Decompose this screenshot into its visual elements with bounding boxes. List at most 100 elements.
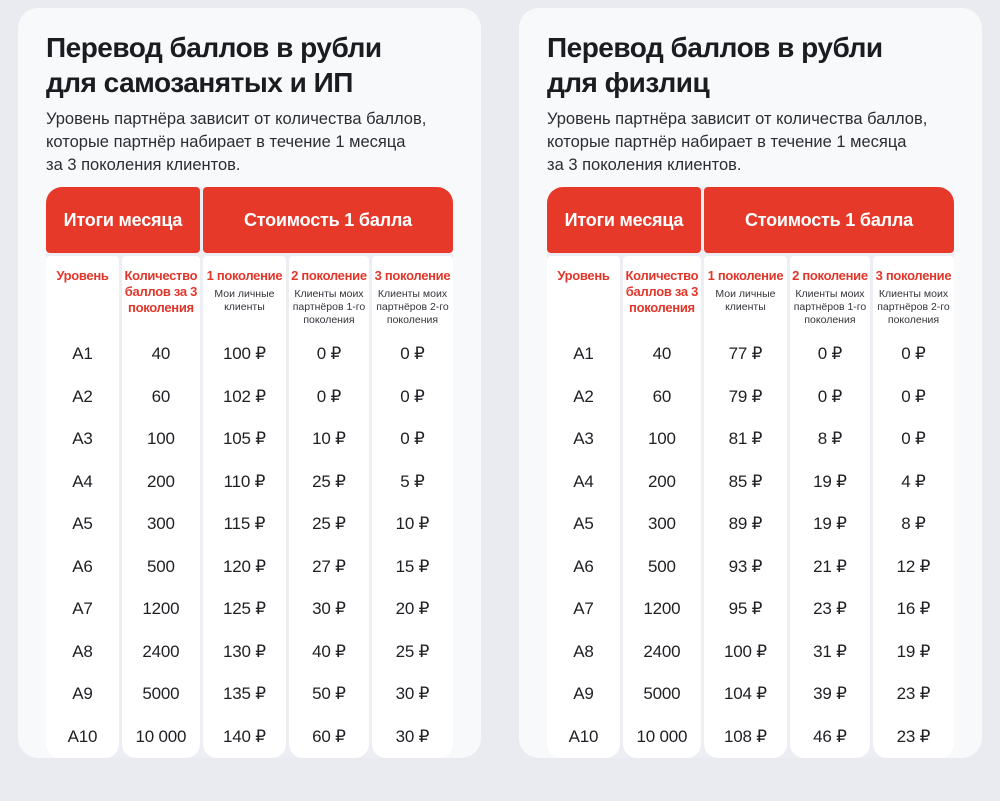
column-header-sublabel: Клиенты моих партнёров 2-го поколения xyxy=(877,288,950,326)
table-cell: 25 ₽ xyxy=(312,514,346,534)
table-cell: 23 ₽ xyxy=(896,684,931,704)
column-header-sublabel: Клиенты моих партнёров 1-го поколения xyxy=(793,288,867,326)
column-header-label: 2 поколение xyxy=(792,268,868,283)
table-cell: 79 ₽ xyxy=(728,386,763,406)
table-cell: 300 xyxy=(648,514,676,534)
table-cell: 200 xyxy=(147,471,175,491)
table-cell: 20 ₽ xyxy=(395,599,430,619)
table-cell: 500 xyxy=(147,556,175,576)
table-cell: 39 ₽ xyxy=(813,684,847,704)
column-header-sublabel: Мои личные клиенты xyxy=(715,288,776,313)
table-column: Уровень A1 A2 A3 A4 A5 A6 A7 A8 A9 A10 xyxy=(46,256,119,758)
table-column: 3 поколение Клиенты моих партнёров 2-го п… xyxy=(872,256,954,758)
table-cell: 85 ₽ xyxy=(728,471,763,491)
table-cell: 81 ₽ xyxy=(728,429,763,449)
table-column: 2 поколение Клиенты моих партнёров 1-го п… xyxy=(288,256,369,758)
table-cell: 46 ₽ xyxy=(813,726,847,746)
card-description: Уровень партнёра зависит от количества б… xyxy=(547,108,954,177)
column-header-sublabel: Мои личные клиенты xyxy=(214,288,275,313)
table-column: Количество баллов за 3 поколения 40 60 100 2… xyxy=(121,256,200,758)
column-header-label: 3 поколение xyxy=(875,268,952,283)
table-column: 2 поколение Клиенты моих партнёров 1-го п… xyxy=(789,256,870,758)
table-cell: 15 ₽ xyxy=(395,556,430,576)
group-header-month-results: Итоги месяца xyxy=(547,187,701,253)
table-cell: 95 ₽ xyxy=(728,599,763,619)
table-cell: 10 000 xyxy=(135,726,187,746)
table-cell: 4 ₽ xyxy=(901,471,926,491)
table-cell: A8 xyxy=(72,641,93,661)
table-cell: 100 xyxy=(648,429,676,449)
table-cell: 21 ₽ xyxy=(813,556,847,576)
table-cell: 500 xyxy=(648,556,676,576)
table-cell: 0 ₽ xyxy=(901,429,926,449)
card-title-line2: для физлиц xyxy=(547,67,710,98)
table-cell: 30 ₽ xyxy=(312,599,346,619)
column-header: Количество баллов за 3 поколения xyxy=(122,256,200,333)
table-cell: 1200 xyxy=(643,599,681,619)
table-cell: A5 xyxy=(573,514,594,534)
table-cell: 110 ₽ xyxy=(223,471,266,491)
points-table: Итоги месяца Стоимость 1 балла Уровень A1… xyxy=(46,187,453,758)
table-column: Уровень A1 A2 A3 A4 A5 A6 A7 A8 A9 A10 xyxy=(547,256,620,758)
card-description: Уровень партнёра зависит от количества б… xyxy=(46,108,453,177)
table-column: 3 поколение Клиенты моих партнёров 2-го п… xyxy=(371,256,453,758)
column-header: 1 поколение Мои личные клиенты xyxy=(704,256,787,333)
table-cell: 105 ₽ xyxy=(222,429,266,449)
column-header-label: Уровень xyxy=(557,268,610,283)
table-cell: 0 ₽ xyxy=(400,429,425,449)
table-cell: 0 ₽ xyxy=(400,386,425,406)
table-cell: 27 ₽ xyxy=(312,556,346,576)
table-cell: 125 ₽ xyxy=(222,599,266,619)
table-cell: A4 xyxy=(573,471,594,491)
card-description-line1: Уровень партнёра зависит от количества б… xyxy=(547,110,928,128)
table-column: 1 поколение Мои личные клиенты 100 ₽ 102 ₽ 1… xyxy=(202,256,286,758)
column-header: 2 поколение Клиенты моих партнёров 1-го п… xyxy=(289,256,369,333)
table-cell: 40 ₽ xyxy=(312,641,346,661)
table-cell: 12 ₽ xyxy=(896,556,931,576)
table-cell: 60 xyxy=(151,386,171,406)
column-header-label: Уровень xyxy=(56,268,109,283)
table-cell: 115 ₽ xyxy=(223,514,266,534)
table-cell: 130 ₽ xyxy=(222,641,266,661)
table-cell: A9 xyxy=(573,684,594,704)
table-cell: A8 xyxy=(573,641,594,661)
table-cell: 23 ₽ xyxy=(813,599,847,619)
table-cell: 50 ₽ xyxy=(312,684,346,704)
table-cell: 60 xyxy=(652,386,672,406)
column-header: 3 поколение Клиенты моих партнёров 2-го п… xyxy=(372,256,453,333)
table-cell: A3 xyxy=(72,429,93,449)
card-description-line1: Уровень партнёра зависит от количества б… xyxy=(46,110,427,128)
table-cell: 0 ₽ xyxy=(817,386,843,406)
table-cell: 19 ₽ xyxy=(813,514,847,534)
table-cell: 31 ₽ xyxy=(813,641,847,661)
table-cell: 0 ₽ xyxy=(316,344,342,364)
column-header: 1 поколение Мои личные клиенты xyxy=(203,256,286,333)
column-header: Уровень xyxy=(46,256,119,333)
table-cell: 135 ₽ xyxy=(222,684,266,704)
card-description-line2: которые партнёр набирает в течение 1 мес… xyxy=(46,133,406,151)
table-cell: 108 ₽ xyxy=(723,726,767,746)
table-cell: 120 ₽ xyxy=(222,556,266,576)
column-header-label: 2 поколение xyxy=(291,268,367,283)
column-header-label: Количество баллов за 3 поколения xyxy=(625,268,699,315)
card-individuals: Перевод баллов в рубли для физлиц Уровен… xyxy=(519,8,982,758)
card-description-line2: которые партнёр набирает в течение 1 мес… xyxy=(547,133,907,151)
table-cell: 2400 xyxy=(643,641,681,661)
card-title: Перевод баллов в рубли для самозанятых и… xyxy=(46,30,453,100)
card-title-line2: для самозанятых и ИП xyxy=(46,67,353,98)
column-header-sublabel: Клиенты моих партнёров 2-го поколения xyxy=(376,288,449,326)
table-cell: 8 ₽ xyxy=(817,429,843,449)
table-cell: 30 ₽ xyxy=(395,726,430,746)
card-title-line1: Перевод баллов в рубли xyxy=(46,32,382,63)
table-cell: A6 xyxy=(72,556,93,576)
column-header-label: 3 поколение xyxy=(374,268,451,283)
group-header-point-value: Стоимость 1 балла xyxy=(703,187,954,253)
table-cell: 140 ₽ xyxy=(222,726,266,746)
table-cell: A7 xyxy=(72,599,93,619)
column-header-label: 1 поколение xyxy=(206,268,283,283)
table-cell: 300 xyxy=(147,514,175,534)
column-header-label: Количество баллов за 3 поколения xyxy=(124,268,198,315)
card-description-line3: за 3 поколения клиентов. xyxy=(46,156,241,174)
table-cell: 10 ₽ xyxy=(312,429,346,449)
